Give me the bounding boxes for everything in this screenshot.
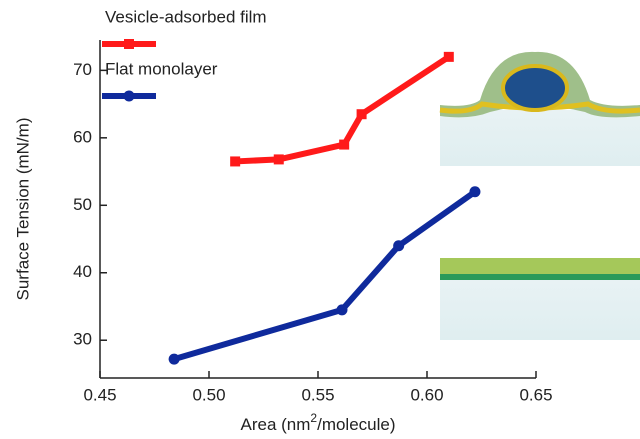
y-axis-label: Surface Tension (mN/m)	[13, 118, 32, 301]
series-line	[173, 189, 477, 362]
x-axis-label-sup: 2	[310, 411, 317, 425]
marker	[356, 109, 367, 120]
marker	[230, 156, 241, 167]
marker	[336, 304, 348, 316]
snapshot-flat	[440, 258, 640, 340]
y-tick-label: 30	[73, 330, 92, 349]
marker	[339, 139, 350, 150]
y-tick-label: 60	[73, 127, 92, 146]
marker	[469, 186, 481, 198]
x-tick-label: 0.65	[519, 385, 552, 404]
y-tick-label: 40	[73, 262, 92, 281]
x-axis-label-text: Area (nm	[240, 415, 310, 434]
marker	[443, 51, 454, 62]
x-tick-label: 0.50	[192, 385, 225, 404]
legend-label: Vesicle-adsorbed film	[105, 7, 267, 26]
marker	[273, 154, 284, 165]
x-tick-label: 0.60	[410, 385, 443, 404]
x-tick-label: 0.45	[83, 385, 116, 404]
y-tick-label: 70	[73, 60, 92, 79]
y-tick-label: 50	[73, 195, 92, 214]
x-axis-label-tail: /molecule)	[317, 415, 395, 434]
legend-marker	[123, 90, 135, 102]
marker	[393, 240, 405, 252]
legend-marker	[124, 39, 134, 49]
legend-label: Flat monolayer	[105, 59, 218, 78]
x-axis-label: Area (nm2/molecule)	[240, 411, 395, 434]
snapshot-vesicle	[439, 51, 640, 166]
marker	[168, 353, 180, 365]
x-tick-label: 0.55	[301, 385, 334, 404]
